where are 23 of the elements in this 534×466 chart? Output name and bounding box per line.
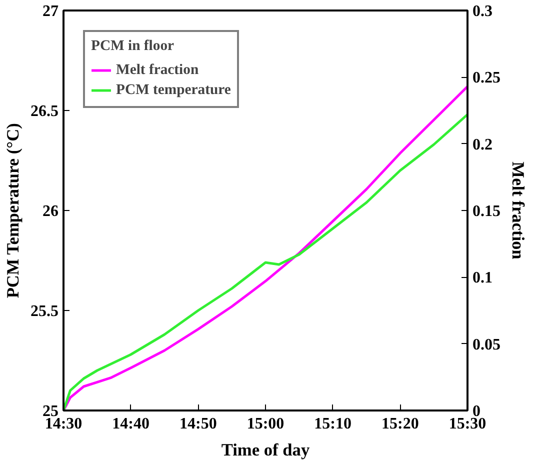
y2-axis-title: Melt fraction [508,162,528,260]
legend-label: Melt fraction [116,62,199,78]
x-tick-label: 15:20 [381,416,419,432]
y-tick-label: 26 [42,203,58,220]
y-tick-label: 27 [42,3,58,20]
y2-tick-label: 0.05 [472,336,500,354]
legend-label: PCM temperature [116,82,231,98]
x-tick-label: 14:30 [44,416,82,432]
y-tick-label: 26.5 [30,103,58,120]
y-axis-title: PCM Temperature (°C) [4,122,22,298]
x-tick-label: 14:50 [179,416,217,432]
legend-title: PCM in floor [91,38,176,55]
y2-tick-label: 0.3 [472,3,492,20]
y2-tick-label: 0.2 [472,136,492,154]
y2-tick-label: 0.25 [472,70,500,87]
x-tick-label: 14:40 [112,416,150,432]
x-tick-label: 15:30 [448,416,486,432]
y2-tick-label: 0.15 [472,203,500,220]
y2-tick-label: 0.1 [472,270,492,287]
x-tick-label: 15:00 [246,416,284,432]
x-tick-label: 15:10 [314,416,352,432]
y-tick-label: 25.5 [30,303,58,320]
x-axis-title: Time of day [221,440,310,460]
